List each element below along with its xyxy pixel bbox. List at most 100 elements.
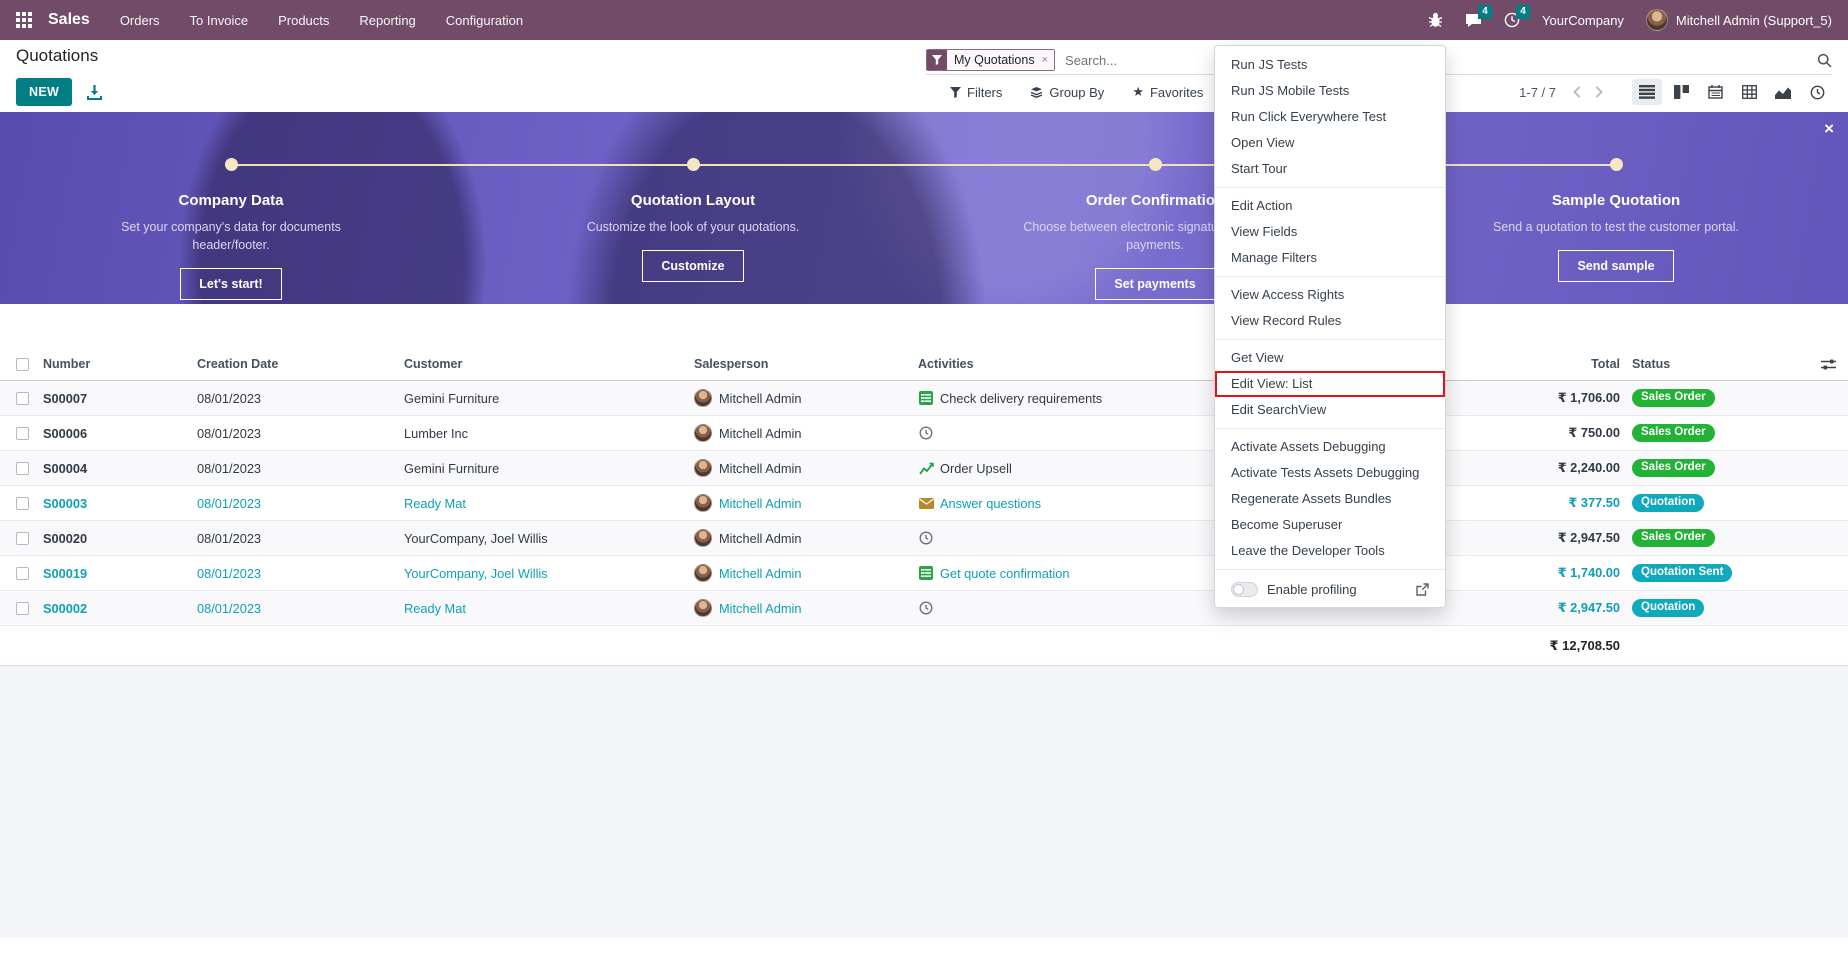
- activity-icon[interactable]: [918, 426, 934, 440]
- group-by-button[interactable]: Group By: [1030, 85, 1104, 100]
- favorites-button[interactable]: ★ Favorites: [1132, 84, 1204, 100]
- nav-menu-products[interactable]: Products: [278, 12, 330, 28]
- step-title: Order Confirmation: [1085, 192, 1225, 209]
- new-button[interactable]: NEW: [16, 78, 73, 106]
- step-action-button[interactable]: Set payments: [1095, 268, 1215, 301]
- row-checkbox[interactable]: [16, 391, 29, 405]
- status-badge: Quotation: [1632, 493, 1705, 513]
- menu-item-regenerate-assets-bundles[interactable]: Regenerate Assets Bundles: [1231, 491, 1392, 506]
- row-checkbox[interactable]: [16, 566, 29, 580]
- table-row[interactable]: S00020 08/01/2023 YourCompany, Joel Will…: [0, 521, 1848, 556]
- menu-item-open-view[interactable]: Open View: [1231, 135, 1295, 150]
- banner-close-icon[interactable]: ×: [1824, 119, 1834, 138]
- step-action-button[interactable]: Send sample: [1558, 250, 1674, 283]
- external-link-icon[interactable]: [1416, 583, 1429, 596]
- view-kanban-icon[interactable]: [1666, 79, 1696, 105]
- menu-item-edit-view-list[interactable]: Edit View: List: [1215, 371, 1445, 397]
- table-row[interactable]: S00004 08/01/2023 Gemini Furniture Mitch…: [0, 451, 1848, 486]
- activities-clock-icon[interactable]: 4: [1504, 5, 1531, 28]
- activity-icon[interactable]: [918, 497, 934, 509]
- table-row[interactable]: S00003 08/01/2023 Ready Mat Mitchell Adm…: [0, 486, 1848, 521]
- menu-item-run-js-mobile-tests[interactable]: Run JS Mobile Tests: [1231, 83, 1350, 98]
- search-facet[interactable]: My Quotations ×: [926, 49, 1056, 71]
- nav-menu-reporting[interactable]: Reporting: [359, 12, 416, 28]
- nav-menu-to-invoice[interactable]: To Invoice: [189, 12, 249, 28]
- menu-item-edit-searchview[interactable]: Edit SearchView: [1231, 402, 1327, 417]
- menu-item-view-fields[interactable]: View Fields: [1231, 224, 1298, 239]
- table-row[interactable]: S00006 08/01/2023 Lumber Inc Mitchell Ad…: [0, 416, 1848, 451]
- app-name[interactable]: Sales: [48, 11, 90, 28]
- page-title: Quotations: [16, 46, 99, 65]
- header-number[interactable]: Number: [43, 357, 91, 371]
- activity-icon[interactable]: [918, 601, 934, 615]
- select-all-checkbox[interactable]: [16, 357, 29, 371]
- view-list-icon[interactable]: [1632, 79, 1662, 105]
- view-calendar-icon[interactable]: [1700, 79, 1730, 105]
- messages-icon[interactable]: 4: [1465, 5, 1493, 28]
- clock-icon: [919, 426, 933, 440]
- search-icon[interactable]: [1817, 53, 1832, 68]
- nav-menu-configuration[interactable]: Configuration: [445, 12, 524, 28]
- nav-menu-orders[interactable]: Orders: [119, 12, 160, 28]
- pager-next-icon[interactable]: [1588, 86, 1610, 98]
- profiling-toggle[interactable]: [1231, 582, 1258, 597]
- table-row[interactable]: S00007 08/01/2023 Gemini Furniture Mitch…: [0, 381, 1848, 416]
- step-title: Company Data: [178, 192, 284, 209]
- activity-icon[interactable]: [918, 566, 934, 580]
- debug-bug-icon[interactable]: [1428, 12, 1443, 28]
- menu-item-run-click-everywhere-test[interactable]: Run Click Everywhere Test: [1231, 109, 1387, 124]
- menu-item-view-access-rights[interactable]: View Access Rights: [1231, 287, 1345, 302]
- header-total[interactable]: Total: [1591, 357, 1620, 371]
- menu-item-manage-filters[interactable]: Manage Filters: [1231, 250, 1317, 265]
- header-status[interactable]: Status: [1632, 357, 1671, 371]
- search-facet-label: My Quotations: [947, 50, 1042, 70]
- column-options-icon[interactable]: [1821, 358, 1836, 371]
- row-checkbox[interactable]: [16, 531, 29, 545]
- view-pivot-icon[interactable]: [1734, 79, 1764, 105]
- header-creation-date[interactable]: Creation Date: [197, 357, 279, 371]
- onboarding-timeline: [231, 164, 1616, 166]
- apps-grid-icon[interactable]: [16, 11, 34, 29]
- step-action-button[interactable]: Let's start!: [180, 268, 282, 301]
- row-checkbox[interactable]: [16, 461, 29, 475]
- search-bar[interactable]: My Quotations × Search...: [926, 46, 1832, 75]
- menu-item-view-record-rules[interactable]: View Record Rules: [1231, 313, 1342, 328]
- menu-item-activate-tests-assets-debugging[interactable]: Activate Tests Assets Debugging: [1231, 465, 1420, 480]
- status-badge: Quotation: [1632, 598, 1705, 618]
- menu-divider: [1215, 569, 1445, 570]
- view-graph-icon[interactable]: [1768, 79, 1798, 105]
- row-checkbox[interactable]: [16, 496, 29, 510]
- company-switcher[interactable]: YourCompany: [1542, 12, 1624, 28]
- activity-icon[interactable]: [918, 462, 934, 475]
- search-input[interactable]: Search...: [1065, 52, 1118, 68]
- menu-item-edit-action[interactable]: Edit Action: [1231, 198, 1293, 213]
- menu-item-get-view[interactable]: Get View: [1231, 350, 1284, 365]
- spreadsheet-icon: [919, 391, 933, 405]
- menu-item-become-superuser[interactable]: Become Superuser: [1231, 517, 1343, 532]
- header-customer[interactable]: Customer: [404, 357, 463, 371]
- status-badge: Sales Order: [1632, 458, 1715, 478]
- cell-customer: Lumber Inc: [404, 425, 469, 441]
- menu-item-run-js-tests[interactable]: Run JS Tests: [1231, 57, 1308, 72]
- header-salesperson[interactable]: Salesperson: [694, 357, 769, 371]
- row-checkbox[interactable]: [16, 426, 29, 440]
- cell-total: ₹ 377.50: [1568, 495, 1620, 510]
- row-checkbox[interactable]: [16, 601, 29, 615]
- table-row[interactable]: S00002 08/01/2023 Ready Mat Mitchell Adm…: [0, 591, 1848, 626]
- cell-customer: Gemini Furniture: [404, 390, 500, 406]
- menu-item-leave-the-developer-tools[interactable]: Leave the Developer Tools: [1231, 543, 1385, 558]
- view-activity-icon[interactable]: [1802, 79, 1832, 105]
- menu-item-start-tour[interactable]: Start Tour: [1231, 161, 1288, 176]
- activity-icon[interactable]: [918, 391, 934, 405]
- facet-remove-icon[interactable]: ×: [1041, 50, 1055, 70]
- menu-item-activate-assets-debugging[interactable]: Activate Assets Debugging: [1231, 439, 1386, 454]
- export-download-icon[interactable]: [87, 84, 103, 100]
- activity-icon[interactable]: [918, 531, 934, 545]
- filters-button[interactable]: Filters: [950, 85, 1002, 100]
- header-activities[interactable]: Activities: [918, 357, 974, 371]
- step-action-button[interactable]: Customize: [642, 250, 744, 283]
- user-menu[interactable]: Mitchell Admin (Support_5): [1645, 9, 1832, 31]
- table-row[interactable]: S00019 08/01/2023 YourCompany, Joel Will…: [0, 556, 1848, 591]
- bottom-area: [0, 666, 1848, 938]
- pager-previous-icon[interactable]: [1566, 86, 1588, 98]
